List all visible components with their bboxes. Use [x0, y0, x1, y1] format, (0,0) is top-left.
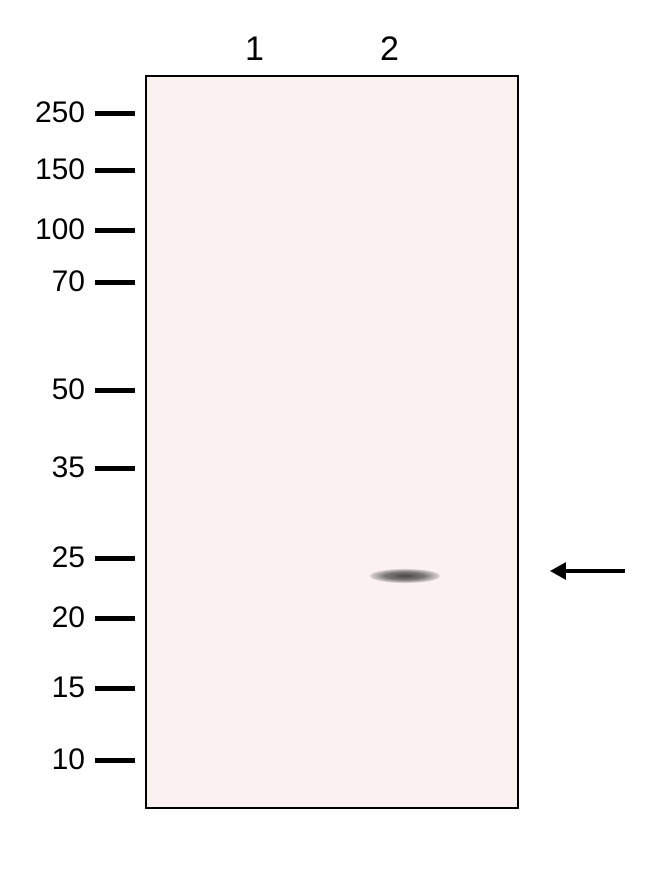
marker-label-100: 100 [35, 213, 85, 247]
marker-tick-15 [95, 686, 135, 691]
arrow-shaft [566, 569, 625, 573]
marker-label-250: 250 [35, 96, 85, 130]
marker-label-25: 25 [52, 541, 85, 575]
marker-tick-70 [95, 280, 135, 285]
figure-container: 1 2 250 150 100 70 50 35 25 20 15 10 [0, 0, 650, 870]
marker-tick-25 [95, 556, 135, 561]
lane-label-2: 2 [380, 30, 399, 69]
lane-label-1: 1 [245, 30, 264, 69]
marker-tick-250 [95, 111, 135, 116]
arrow-head-icon [550, 562, 566, 580]
marker-tick-100 [95, 228, 135, 233]
marker-tick-20 [95, 616, 135, 621]
marker-label-150: 150 [35, 153, 85, 187]
marker-tick-35 [95, 466, 135, 471]
marker-label-20: 20 [52, 601, 85, 635]
marker-label-35: 35 [52, 451, 85, 485]
marker-label-10: 10 [52, 743, 85, 777]
marker-tick-10 [95, 758, 135, 763]
marker-tick-50 [95, 388, 135, 393]
marker-tick-150 [95, 168, 135, 173]
protein-band-lane2 [370, 569, 440, 583]
marker-label-15: 15 [52, 671, 85, 705]
marker-label-50: 50 [52, 373, 85, 407]
marker-label-70: 70 [52, 265, 85, 299]
blot-membrane [145, 75, 519, 809]
